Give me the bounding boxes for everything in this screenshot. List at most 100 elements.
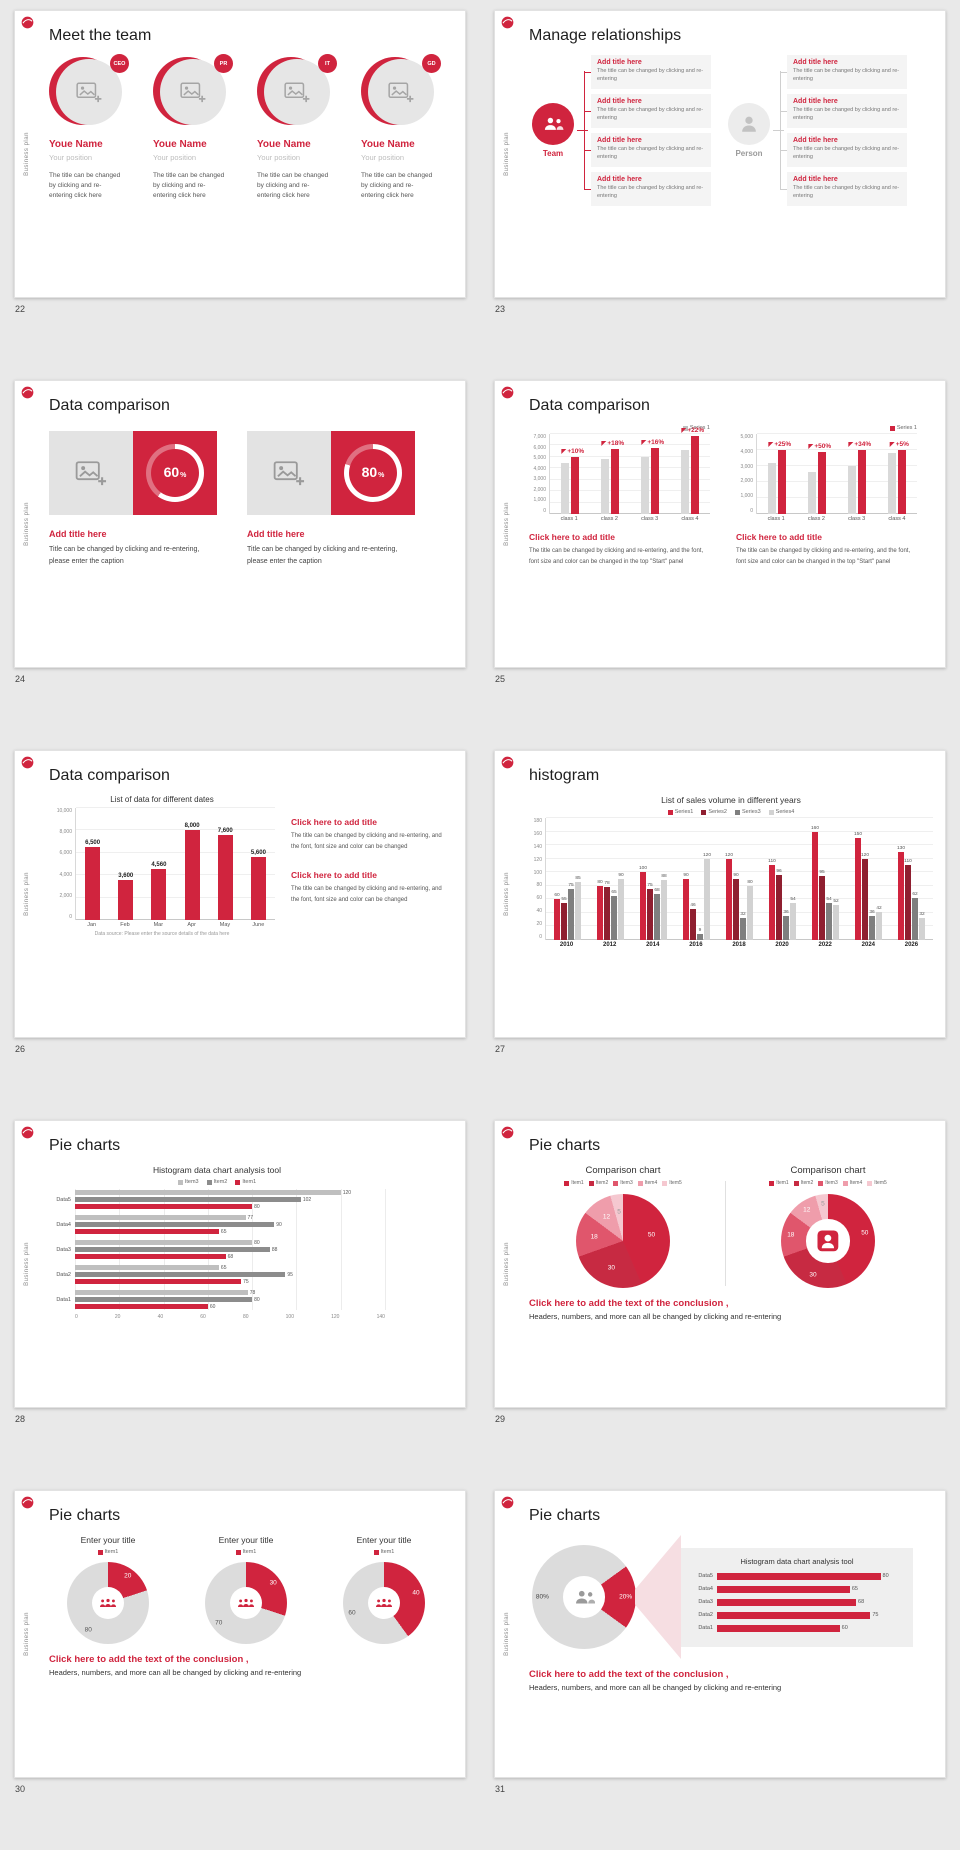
bar-slot bbox=[641, 434, 649, 514]
bar bbox=[75, 1304, 208, 1309]
card-title: Add title here bbox=[247, 529, 305, 539]
mini-bar-chart: Histogram data chart analysis tool Data5 8… bbox=[693, 1557, 901, 1633]
slide-24[interactable]: Business plan Data comparison 60% bbox=[14, 380, 466, 668]
slide-23[interactable]: Business plan Manage relationships Team … bbox=[494, 10, 946, 298]
bar-groups: +25% +50% +34% +5% bbox=[757, 434, 917, 514]
percent-text: +22% bbox=[687, 427, 705, 435]
value-label: 120 bbox=[724, 852, 734, 858]
bar bbox=[808, 472, 816, 514]
item-desc: The title can be changed by clicking and… bbox=[793, 184, 900, 199]
slide-28[interactable]: Business plan Pie charts Histogram data … bbox=[14, 1120, 466, 1408]
legend-item: Item1 bbox=[235, 1549, 256, 1555]
legend-label: Item4 bbox=[849, 1180, 863, 1186]
bar-zone: 80 bbox=[717, 1572, 901, 1581]
brand-logo-icon bbox=[21, 756, 34, 769]
y-tick-label: 2,000 bbox=[59, 892, 72, 899]
pie-box: 20% 80% bbox=[529, 1545, 639, 1649]
legend-swatch bbox=[889, 425, 895, 431]
slide-27[interactable]: Business plan histogram List of sales vo… bbox=[494, 750, 946, 1038]
slide-25[interactable]: Business plan Data comparison Series 1 7,… bbox=[494, 380, 946, 668]
bar bbox=[640, 872, 646, 940]
bar-group: +5% bbox=[877, 434, 917, 514]
x-tick-label: 40 bbox=[157, 1314, 164, 1320]
bar-slot bbox=[818, 434, 826, 514]
member-position: Your position bbox=[361, 153, 405, 162]
category-label: Data3 bbox=[698, 1599, 713, 1605]
value-label: 68 bbox=[858, 1599, 865, 1605]
flag-icon bbox=[768, 442, 774, 447]
people2-icon bbox=[563, 1576, 605, 1618]
bar-line: 75 bbox=[75, 1278, 385, 1285]
slide-26[interactable]: Business plan Data comparison List of da… bbox=[14, 750, 466, 1038]
slice-label: 20% bbox=[619, 1593, 633, 1601]
slice-label: 5 bbox=[617, 1208, 621, 1216]
person-node: Person bbox=[725, 55, 784, 206]
card-caption: Title can be changed by clicking and re-… bbox=[49, 546, 200, 565]
value-label: 3,600 bbox=[118, 872, 134, 879]
bar-slot bbox=[561, 434, 569, 514]
bar bbox=[571, 456, 579, 514]
category-label: Data4 bbox=[698, 1586, 713, 1592]
bar bbox=[776, 874, 782, 940]
bar bbox=[661, 880, 667, 940]
progress-value: 80% bbox=[349, 449, 397, 497]
bar bbox=[888, 453, 896, 514]
bar bbox=[75, 1290, 248, 1295]
y-tick-label: 4,000 bbox=[59, 871, 72, 878]
bar bbox=[75, 1222, 275, 1227]
slide-31[interactable]: Business plan Pie charts 20% 80% Histogra… bbox=[494, 1490, 946, 1778]
donut-and-panel: 20% 80% Histogram data chart analysis too… bbox=[529, 1535, 929, 1659]
value-label: 90 bbox=[618, 873, 624, 878]
flag-icon bbox=[601, 440, 607, 446]
team-icon bbox=[532, 102, 574, 145]
slide-30[interactable]: Business plan Pie charts Enter your titl… bbox=[14, 1490, 466, 1778]
value-label: 36 bbox=[869, 909, 875, 915]
bar-line: 80 bbox=[75, 1296, 385, 1303]
slide-29[interactable]: Business plan Pie charts Comparison char… bbox=[494, 1120, 946, 1408]
bar-line: 65 bbox=[717, 1585, 901, 1594]
donut-chart: 30 70 bbox=[205, 1562, 287, 1644]
slide-22[interactable]: Business plan Meet the team CEO Youe Nam… bbox=[14, 10, 466, 298]
plot-area: 5,000 4,000 3,000 2,000 1,000 0 +25% +50% +34% +5… bbox=[736, 433, 917, 514]
item-desc: The title can be changed by clicking and… bbox=[597, 106, 704, 121]
team-side: Team Add title here The title can be chan… bbox=[529, 55, 711, 206]
conclusion: Click here to add the text of the conclu… bbox=[529, 1298, 929, 1321]
bar-group: +18% bbox=[590, 434, 630, 514]
legend-swatch bbox=[682, 425, 688, 431]
progress-value: 60% bbox=[151, 449, 199, 497]
chart-title: Enter your title bbox=[356, 1535, 412, 1545]
value-label: 95 bbox=[287, 1271, 293, 1278]
y-tick-label: 2,000 bbox=[533, 486, 546, 493]
people3-icon bbox=[229, 1586, 263, 1620]
bar-zone: 65 95 75 bbox=[75, 1264, 385, 1285]
legend-item: Series 1 bbox=[682, 425, 710, 431]
member-name: Youe Name bbox=[49, 139, 103, 150]
legend-item: Item2 bbox=[206, 1179, 227, 1185]
legend-label: Item1 bbox=[242, 1179, 257, 1185]
slice-label: 18 bbox=[787, 1231, 795, 1239]
bar-chart-monthly-data: List of data for different dates 10,000 8,… bbox=[49, 795, 275, 937]
item-desc: The title can be changed by clicking and… bbox=[793, 68, 900, 82]
value-label: 7,600 bbox=[217, 827, 233, 834]
legend-label: Item2 bbox=[595, 1180, 609, 1186]
gridline bbox=[76, 851, 275, 853]
slice-label: 30 bbox=[269, 1579, 277, 1587]
relationship-item: Add title here The title can be changed b… bbox=[780, 171, 907, 206]
slide-title: Meet the team bbox=[49, 27, 152, 44]
y-tick-label: 0 bbox=[750, 507, 753, 514]
legend-item: Item3 bbox=[818, 1180, 838, 1186]
x-tick-label: 2026 bbox=[904, 942, 919, 948]
percent-sign: % bbox=[180, 472, 187, 479]
bar bbox=[717, 1611, 871, 1619]
page-number: 28 bbox=[15, 1414, 26, 1424]
percent-annotation: +34% bbox=[848, 441, 871, 448]
bar-slot: 85 bbox=[575, 818, 581, 940]
value-label: 52 bbox=[833, 898, 839, 904]
legend-swatch bbox=[768, 809, 774, 815]
brand-logo-icon bbox=[501, 1496, 514, 1509]
gridline bbox=[546, 844, 933, 846]
x-tick-label: 20 bbox=[114, 1314, 121, 1320]
bar bbox=[704, 858, 710, 940]
plot: +25% +50% +34% +5% bbox=[756, 433, 917, 514]
bar-slot: 36 bbox=[869, 818, 875, 940]
